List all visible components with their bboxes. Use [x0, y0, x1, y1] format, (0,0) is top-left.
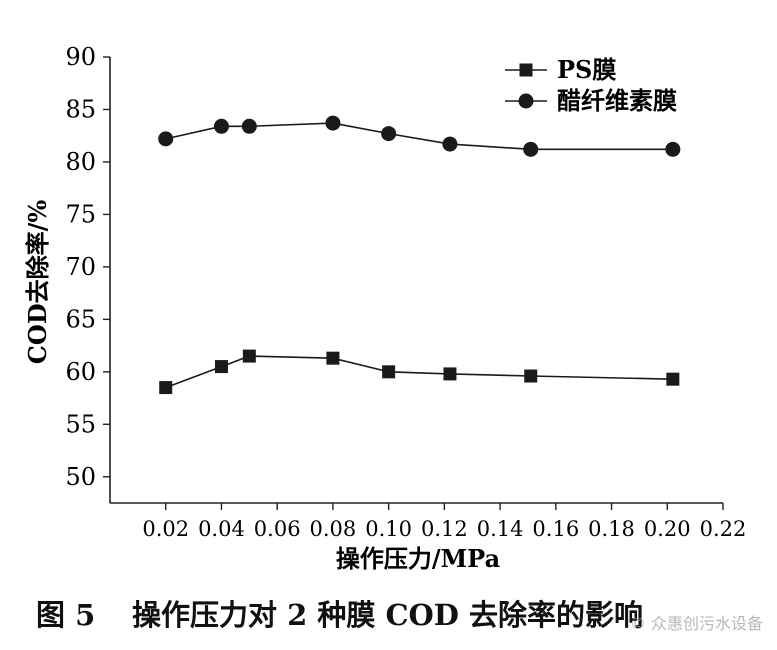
- series-line: [165, 122, 673, 151]
- data-point: [214, 360, 228, 374]
- data-point: [524, 369, 538, 383]
- figure-caption: 图 5 操作压力对 2 种膜 COD 去除率的影响: [0, 584, 777, 634]
- figure-number: 图 5: [36, 598, 96, 632]
- data-point: [325, 115, 341, 131]
- y-tick-label: 65: [65, 305, 96, 333]
- x-tick-label: 0.12: [421, 517, 468, 541]
- legend-label: 醋纤维素膜: [557, 86, 677, 115]
- series-2: [158, 115, 681, 157]
- x-tick-label: 0.16: [532, 517, 579, 541]
- data-point: [326, 351, 340, 365]
- data-point: [443, 367, 457, 381]
- y-tick-label: 55: [65, 410, 96, 438]
- y-tick-label: 75: [65, 200, 96, 228]
- y-tick-label: 80: [65, 148, 96, 176]
- x-tick-label: 0.10: [365, 517, 412, 541]
- y-tick-label: 90: [65, 43, 96, 71]
- chart-series: [158, 115, 681, 395]
- data-point: [523, 141, 539, 157]
- data-point: [442, 136, 458, 152]
- series-line: [165, 355, 673, 389]
- figure-caption-text: 操作压力对 2 种膜 COD 去除率的影响: [132, 598, 644, 632]
- data-point: [382, 365, 396, 379]
- y-axis-label: COD去除率/%: [23, 200, 52, 365]
- chart-axes: 50 55 60 65 70 75 80 85 90 0.02 0.04 0.06 0.08 0.10 0.…: [65, 43, 746, 541]
- data-point: [159, 381, 173, 395]
- legend-label: PS膜: [557, 55, 616, 84]
- legend-entry: 醋纤维素膜: [505, 86, 677, 115]
- legend-entry: PS膜: [505, 55, 616, 84]
- data-point: [213, 118, 229, 134]
- data-point: [381, 126, 397, 142]
- legend-marker: [519, 63, 533, 77]
- y-tick-label: 85: [65, 95, 96, 123]
- y-tick-label: 50: [65, 463, 96, 491]
- x-tick-label: 0.22: [700, 517, 747, 541]
- x-tick-label: 0.06: [254, 517, 301, 541]
- watermark: © 众惠创污水设备: [629, 614, 763, 633]
- x-tick-label: 0.20: [644, 517, 691, 541]
- x-tick-label: 0.04: [198, 517, 245, 541]
- x-tick-label: 0.18: [588, 517, 635, 541]
- y-tick-label: 60: [65, 358, 96, 386]
- data-point: [665, 141, 681, 157]
- x-tick-label: 0.08: [310, 517, 357, 541]
- y-tick-label: 70: [65, 253, 96, 281]
- series-1: [159, 349, 680, 395]
- x-tick-label: 0.14: [477, 517, 524, 541]
- data-point: [158, 131, 174, 147]
- legend-marker: [518, 93, 534, 109]
- data-point: [242, 349, 256, 363]
- x-axis-label: 操作压力/MPa: [336, 544, 500, 573]
- data-point: [241, 118, 257, 134]
- data-point: [666, 372, 680, 386]
- x-tick-label: 0.02: [142, 517, 189, 541]
- line-chart: 50 55 60 65 70 75 80 85 90 0.02 0.04 0.06 0.08 0.10 0.…: [23, 43, 746, 573]
